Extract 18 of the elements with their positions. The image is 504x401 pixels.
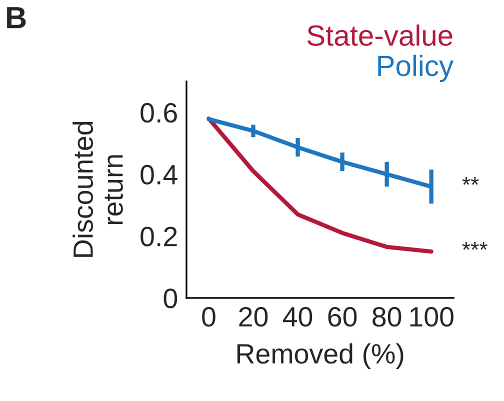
x-tick-label: 40 <box>282 307 312 327</box>
y-tick-label: 0.6 <box>140 103 177 123</box>
annotation: ** <box>462 177 479 185</box>
text: State-value <box>307 24 452 46</box>
x-tick-label: 100 <box>410 307 454 327</box>
x-tick-label: 0 <box>202 307 216 327</box>
x-tick-label: 20 <box>239 307 268 327</box>
text: Policy <box>378 54 454 82</box>
y-tick-label: 0 <box>164 288 178 308</box>
annotation: *** <box>462 242 488 250</box>
x-axis-title: Removed (%) <box>237 343 404 370</box>
y-tick-label: 0.2 <box>140 226 177 246</box>
text: B <box>7 7 26 28</box>
y-axis-title: Discounted return <box>72 122 123 257</box>
line-series <box>206 116 434 254</box>
x-tick-label: 60 <box>328 307 357 327</box>
x-tick-label: 80 <box>372 307 402 327</box>
y-tick-label: 0.4 <box>140 164 178 185</box>
